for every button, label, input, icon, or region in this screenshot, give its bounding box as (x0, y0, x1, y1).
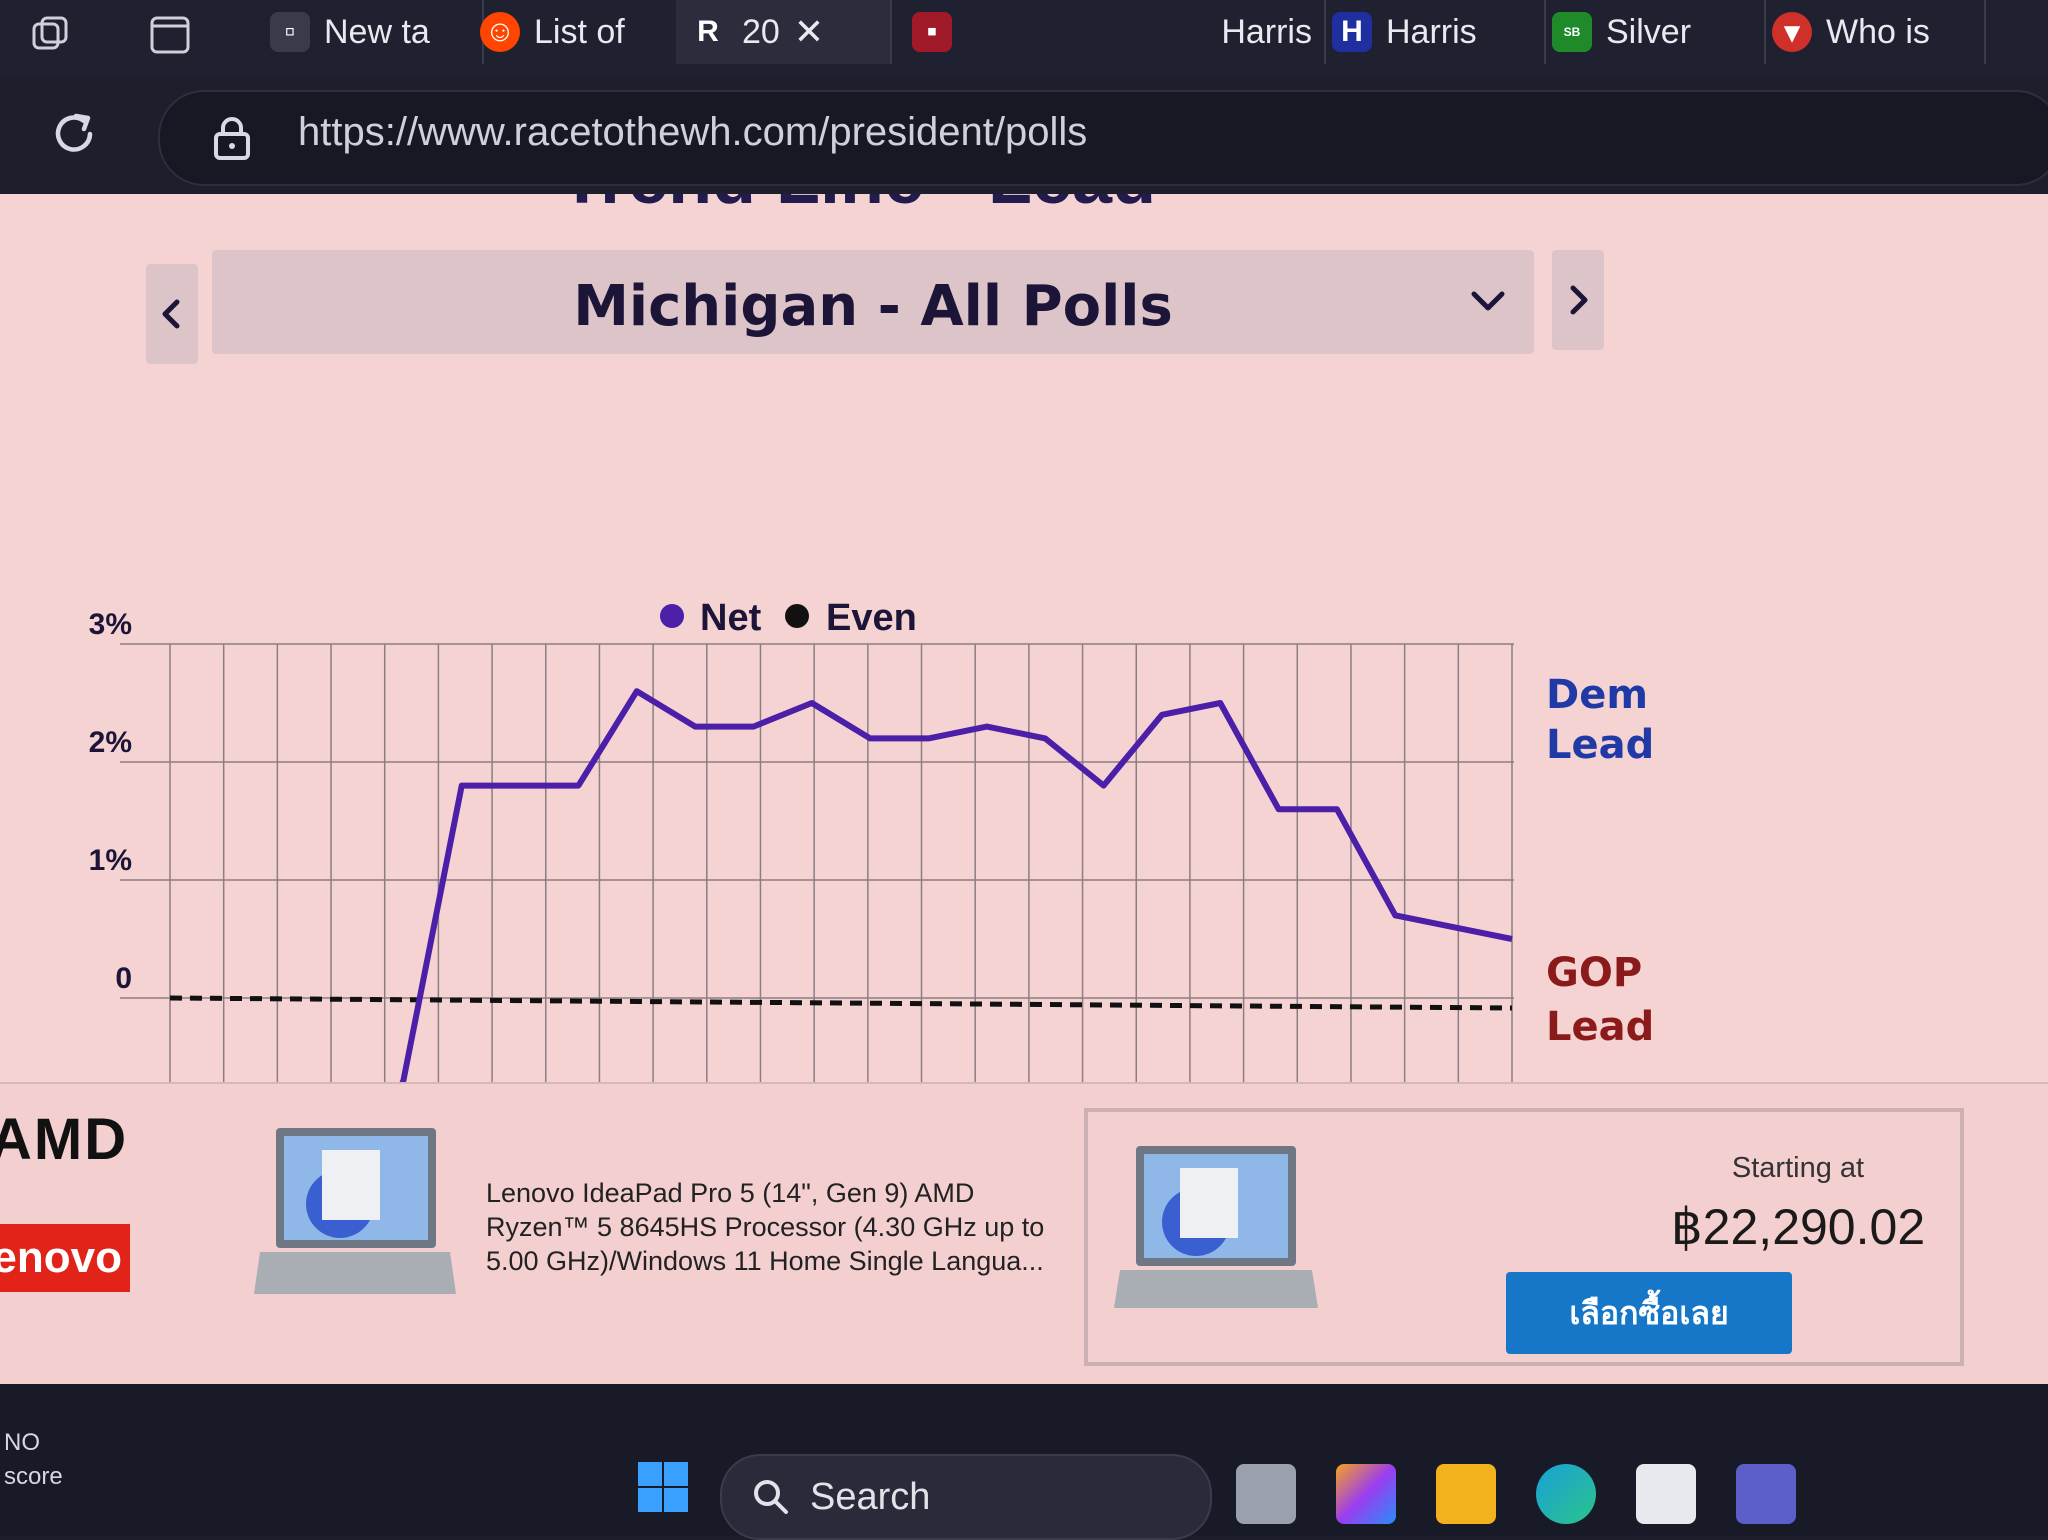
legend: Net Even (660, 597, 917, 639)
address-bar: https://www.racetothewh.com/president/po… (0, 74, 2048, 194)
legend-net-marker (660, 604, 684, 628)
y-tick-label: 3% (89, 608, 132, 641)
gop-lead-annotation: GOP Lead (1546, 950, 1654, 1050)
trend-chart: Net Even 3%2%1%0-1%-2% Dem Lead GOP Lead (79, 597, 1654, 1084)
laptop-image[interactable] (1106, 1142, 1326, 1332)
weather-line-1: NO (4, 1429, 40, 1456)
offer-box: Starting at ฿22,290.02 เลือกซื้อเลย (1084, 1108, 1964, 1366)
legend-even-marker (785, 604, 809, 628)
silver-bulletin-icon: SB (1552, 12, 1592, 52)
tab-label: Who is (1826, 12, 1930, 51)
gop-lead-label-2: Lead (1546, 1004, 1654, 1050)
dem-lead-label-1: Dem (1546, 672, 1648, 718)
tab-label: Harris (1386, 12, 1477, 51)
product-description[interactable]: Lenovo IdeaPad Pro 5 (14", Gen 9) AMD Ry… (486, 1178, 1045, 1276)
tab-label: 20 (742, 12, 780, 51)
tab-actions-icon[interactable] (146, 10, 196, 60)
close-icon[interactable]: ✕ (793, 11, 824, 52)
windows-start-icon[interactable] (636, 1460, 690, 1514)
chevron-right-icon (1570, 285, 1588, 315)
y-tick-label: 1% (89, 844, 132, 877)
laptop-image[interactable] (250, 1124, 460, 1314)
section-heading: Trend Line - Lead (560, 194, 1156, 220)
reload-icon[interactable] (44, 104, 104, 164)
search-icon (754, 1480, 788, 1514)
tab-icon: ▪ (912, 12, 952, 52)
workspaces-icon[interactable] (26, 10, 76, 60)
buy-now-button[interactable]: เลือกซื้อเลย (1506, 1272, 1792, 1354)
reddit-icon: ☺ (480, 12, 520, 52)
price: ฿22,290.02 (1670, 1199, 1926, 1255)
tab-icon: ▾ (1772, 12, 1812, 52)
poll-selector[interactable]: Michigan - All Polls (212, 250, 1534, 354)
starting-at-label: Starting at (1731, 1152, 1865, 1184)
y-tick-label: 2% (89, 726, 132, 759)
tab-new-tab[interactable]: ▫ New ta (258, 0, 484, 64)
new-tab-icon: ▫ (270, 12, 310, 52)
chart-grid (120, 643, 1514, 1084)
url-field[interactable]: https://www.racetothewh.com/president/po… (158, 90, 2048, 186)
tab-list-of[interactable]: ☺ List of (468, 0, 684, 64)
copilot-icon[interactable] (1336, 1464, 1396, 1524)
tab-label: List of (534, 12, 625, 51)
y-axis-ticks: 3%2%1%0-1%-2% (79, 608, 132, 1084)
amd-logo: AMD (0, 1107, 129, 1172)
tab-who-is[interactable]: ▾ Who is (1760, 0, 1986, 64)
poll-selector-label: Michigan - All Polls (573, 274, 1173, 339)
next-button[interactable] (1552, 250, 1604, 350)
chevron-down-icon (1471, 291, 1505, 311)
tab-label: Silver (1606, 12, 1692, 51)
task-view-icon[interactable] (1236, 1464, 1296, 1524)
prev-button[interactable] (146, 264, 198, 364)
legend-even-label: Even (826, 597, 917, 639)
web-page: Trend Line - Lead Michigan - All Polls N… (0, 194, 2048, 1384)
r-icon: R (688, 12, 728, 52)
search-label: Search (810, 1476, 931, 1518)
tab-label: Harris (1221, 12, 1312, 51)
edge-icon[interactable] (1536, 1464, 1596, 1524)
file-explorer-icon[interactable] (1436, 1464, 1496, 1524)
weather-widget[interactable]: NO score (4, 1426, 63, 1494)
store-icon[interactable] (1636, 1464, 1696, 1524)
dem-lead-label-2: Lead (1546, 722, 1654, 768)
tab-label: New ta (324, 12, 430, 51)
tab-harris-1[interactable]: ▪ Harris (900, 0, 1326, 64)
teams-icon[interactable] (1736, 1464, 1796, 1524)
taskbar-search[interactable]: Search (720, 1454, 1212, 1540)
h-icon: H (1332, 12, 1372, 52)
net-series-line (398, 688, 1513, 1084)
gop-lead-label-1: GOP (1546, 950, 1642, 996)
chevron-left-icon (162, 299, 180, 329)
tab-silver[interactable]: SB Silver (1540, 0, 1766, 64)
lenovo-logo: enovo (0, 1224, 130, 1292)
taskbar: NO score Search (0, 1384, 2048, 1540)
lock-icon[interactable] (210, 114, 254, 162)
dem-lead-annotation: Dem Lead (1546, 672, 1654, 768)
tab-active[interactable]: R 20 ✕ (676, 0, 892, 64)
legend-net-label: Net (700, 597, 762, 639)
product-ad[interactable]: AMD enovo Lenovo IdeaPad Pro 5 (14", Gen… (0, 1082, 2048, 1384)
y-tick-label: 0 (115, 962, 132, 995)
even-series-line (169, 995, 1513, 1011)
weather-line-2: score (4, 1463, 63, 1490)
browser-tab-strip: ▫ New ta ☺ List of R 20 ✕ ▪ Harris H Har… (0, 0, 2048, 74)
url-text: https://www.racetothewh.com/president/po… (298, 110, 1088, 154)
tab-harris-2[interactable]: H Harris (1320, 0, 1546, 64)
